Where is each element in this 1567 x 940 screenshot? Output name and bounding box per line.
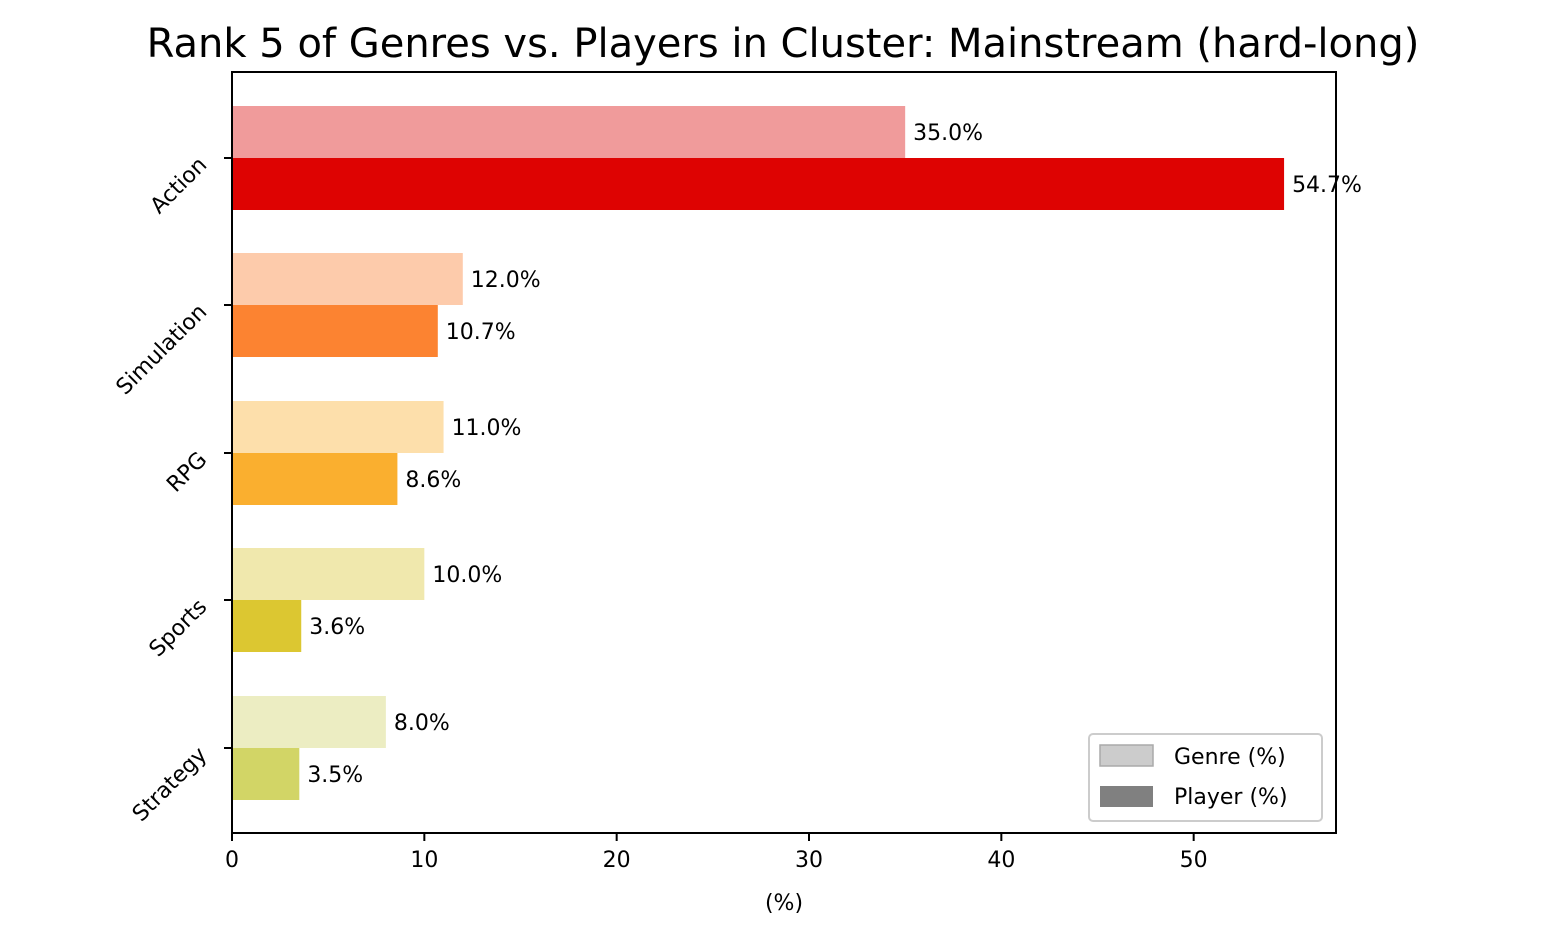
data-label-genre-action: 35.0%: [913, 121, 983, 146]
chart-title: Rank 5 of Genres vs. Players in Cluster:…: [147, 21, 1420, 67]
x-axis-label: (%): [765, 891, 803, 916]
bar-genre-rpg: [232, 401, 444, 453]
data-label-player-simulation: 10.7%: [446, 320, 516, 345]
bar-player-rpg: [232, 453, 398, 505]
data-label-genre-sports: 10.0%: [432, 563, 502, 588]
bar-player-simulation: [232, 305, 438, 357]
y-tick-label-simulation: Simulation: [112, 300, 213, 401]
bar-genre-strategy: [232, 696, 386, 748]
data-label-player-strategy: 3.5%: [307, 763, 363, 788]
bar-genre-simulation: [232, 253, 463, 305]
x-tick-label: 40: [987, 848, 1015, 873]
bar-genre-sports: [232, 548, 425, 600]
y-tick-label-action: Action: [146, 153, 212, 219]
data-label-genre-rpg: 11.0%: [452, 416, 522, 441]
data-label-genre-strategy: 8.0%: [394, 711, 450, 736]
y-axis: Action Simulation RPG Sports Strategy: [112, 153, 232, 827]
data-label-genre-simulation: 12.0%: [471, 268, 541, 293]
y-tick-label-strategy: Strategy: [128, 743, 212, 827]
bar-player-strategy: [232, 748, 300, 800]
bars-layer: [232, 106, 1285, 800]
legend-label-player: Player (%): [1174, 785, 1288, 810]
legend-swatch-player: [1100, 786, 1153, 807]
data-label-player-rpg: 8.6%: [405, 468, 461, 493]
bar-player-action: [232, 158, 1285, 210]
legend-swatch-genre: [1099, 744, 1154, 767]
x-tick-label: 20: [603, 848, 631, 873]
data-label-player-action: 54.7%: [1292, 173, 1362, 198]
legend: Genre (%) Player (%): [1088, 733, 1323, 822]
data-label-player-sports: 3.6%: [309, 615, 365, 640]
legend-label-genre: Genre (%): [1174, 745, 1286, 770]
y-tick-label-sports: Sports: [145, 595, 213, 663]
x-axis: 0 10 20 30 40 50: [225, 833, 1208, 873]
x-tick-label: 50: [1180, 848, 1208, 873]
y-tick-label-rpg: RPG: [162, 448, 212, 498]
data-labels-layer: 35.0% 54.7% 12.0% 10.7% 11.0% 8.6% 10.0% 3.6% 8.…: [307, 121, 1362, 788]
x-tick-label: 0: [225, 848, 239, 873]
bar-player-sports: [232, 600, 302, 652]
bar-genre-action: [232, 106, 906, 158]
x-tick-label: 30: [795, 848, 823, 873]
x-tick-label: 10: [410, 848, 438, 873]
